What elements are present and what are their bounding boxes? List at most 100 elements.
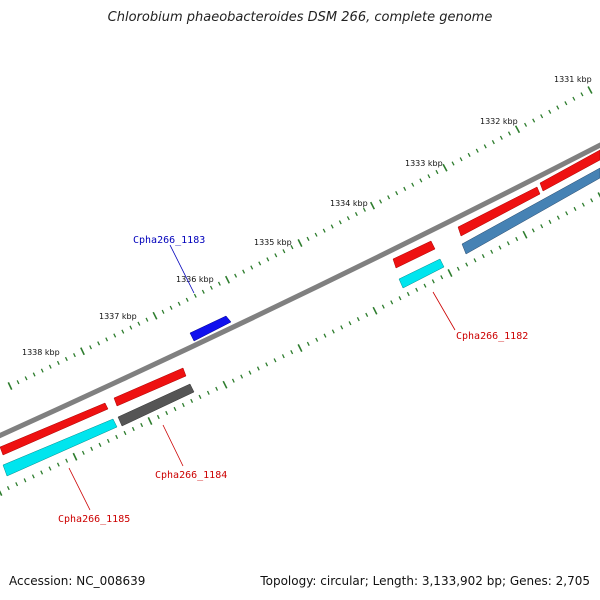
cds-feature[interactable] (113, 367, 187, 407)
minor-tick (248, 370, 252, 375)
minor-tick (483, 144, 487, 149)
minor-tick (240, 374, 244, 379)
minor-tick (6, 486, 10, 491)
minor-tick (362, 207, 366, 212)
cds-feature[interactable] (457, 186, 541, 237)
major-tick (369, 201, 376, 210)
minor-tick (105, 337, 109, 342)
minor-tick (161, 309, 165, 314)
cds-feature[interactable] (0, 402, 109, 456)
minor-tick (540, 224, 544, 229)
minor-tick (306, 236, 310, 242)
minor-tick (115, 434, 119, 440)
forward-cds-track (0, 149, 600, 456)
cds-feature[interactable] (117, 383, 195, 427)
minor-tick (540, 114, 544, 119)
minor-tick (256, 366, 260, 371)
minor-tick (185, 297, 189, 302)
minor-tick (440, 275, 444, 280)
cds-feature[interactable] (2, 418, 118, 477)
minor-tick (390, 300, 394, 305)
major-tick (597, 192, 600, 198)
minor-tick (273, 358, 277, 363)
minor-tick (379, 199, 383, 204)
minor-tick (398, 296, 402, 301)
kbp-label: 1331 kbp (554, 75, 592, 84)
accession-info: Accession: NC_008639 (9, 574, 145, 588)
minor-tick (435, 169, 439, 175)
minor-tick (467, 152, 471, 158)
minor-tick (113, 333, 117, 338)
minor-tick (395, 190, 399, 196)
minor-tick (169, 305, 173, 310)
minor-tick (15, 482, 19, 487)
minor-tick (137, 321, 141, 326)
minor-tick (193, 293, 197, 298)
minor-tick (340, 325, 344, 330)
minor-tick (315, 337, 319, 342)
minor-tick (290, 244, 294, 250)
minor-tick (338, 220, 342, 225)
minor-tick (348, 321, 352, 326)
minor-tick (40, 368, 44, 373)
kbp-label: 1332 kbp (480, 117, 518, 126)
cds-feature[interactable] (189, 315, 232, 342)
minor-tick (419, 178, 423, 183)
gene-label-cpha266-1182[interactable]: Cpha266_1182 (456, 331, 528, 342)
gene-label-cpha266-1183[interactable]: Cpha266_1183 (133, 235, 205, 246)
minor-tick (451, 161, 455, 166)
minor-tick (282, 249, 286, 254)
minor-tick (209, 285, 213, 290)
minor-tick (427, 174, 431, 179)
major-tick (222, 380, 228, 389)
gene-label-cpha266-1185[interactable]: Cpha266_1185 (58, 514, 130, 525)
minor-tick (290, 350, 294, 355)
outer-tick-track (7, 86, 593, 390)
minor-tick (314, 232, 318, 237)
major-tick (372, 306, 378, 315)
minor-tick (201, 289, 205, 294)
minor-tick (106, 438, 110, 443)
minor-tick (498, 245, 502, 250)
major-tick (80, 347, 85, 356)
minor-tick (581, 202, 585, 207)
genes-label: Genes: (509, 574, 552, 588)
genes-value: 2,705 (555, 574, 590, 588)
minor-tick (89, 345, 92, 350)
minor-tick (580, 92, 584, 97)
minor-tick (140, 422, 144, 428)
minor-tick (266, 257, 270, 262)
genome-stats: Topology: circular; Length: 3,133,902 bp… (260, 574, 590, 588)
kbp-label: 1336 kbp (176, 275, 214, 284)
major-tick (587, 86, 593, 94)
accession-value: NC_008639 (76, 574, 146, 588)
minor-tick (331, 329, 335, 334)
minor-tick (322, 228, 326, 233)
minor-tick (499, 135, 503, 140)
minor-tick (173, 406, 177, 412)
minor-tick (23, 478, 27, 483)
minor-tick (250, 265, 254, 270)
minor-tick (24, 376, 28, 381)
cds-feature[interactable] (461, 167, 600, 255)
minor-tick (98, 442, 102, 447)
cds-feature[interactable] (392, 240, 436, 269)
major-tick (447, 269, 453, 277)
minor-tick (381, 304, 385, 309)
minor-tick (459, 157, 463, 162)
gene-label-cpha266-1184[interactable]: Cpha266_1184 (155, 470, 227, 481)
major-tick (442, 163, 448, 172)
minor-tick (165, 410, 169, 416)
minor-tick (423, 283, 427, 288)
cds-feature[interactable] (398, 258, 445, 289)
minor-tick (198, 394, 202, 399)
length-value: 3,133,902 bp (421, 574, 502, 588)
minor-tick (573, 206, 577, 211)
minor-tick (506, 241, 510, 246)
cds-feature[interactable] (539, 149, 600, 192)
minor-tick (481, 254, 485, 259)
minor-tick (242, 269, 246, 274)
major-tick (297, 344, 303, 352)
minor-tick (403, 186, 407, 191)
